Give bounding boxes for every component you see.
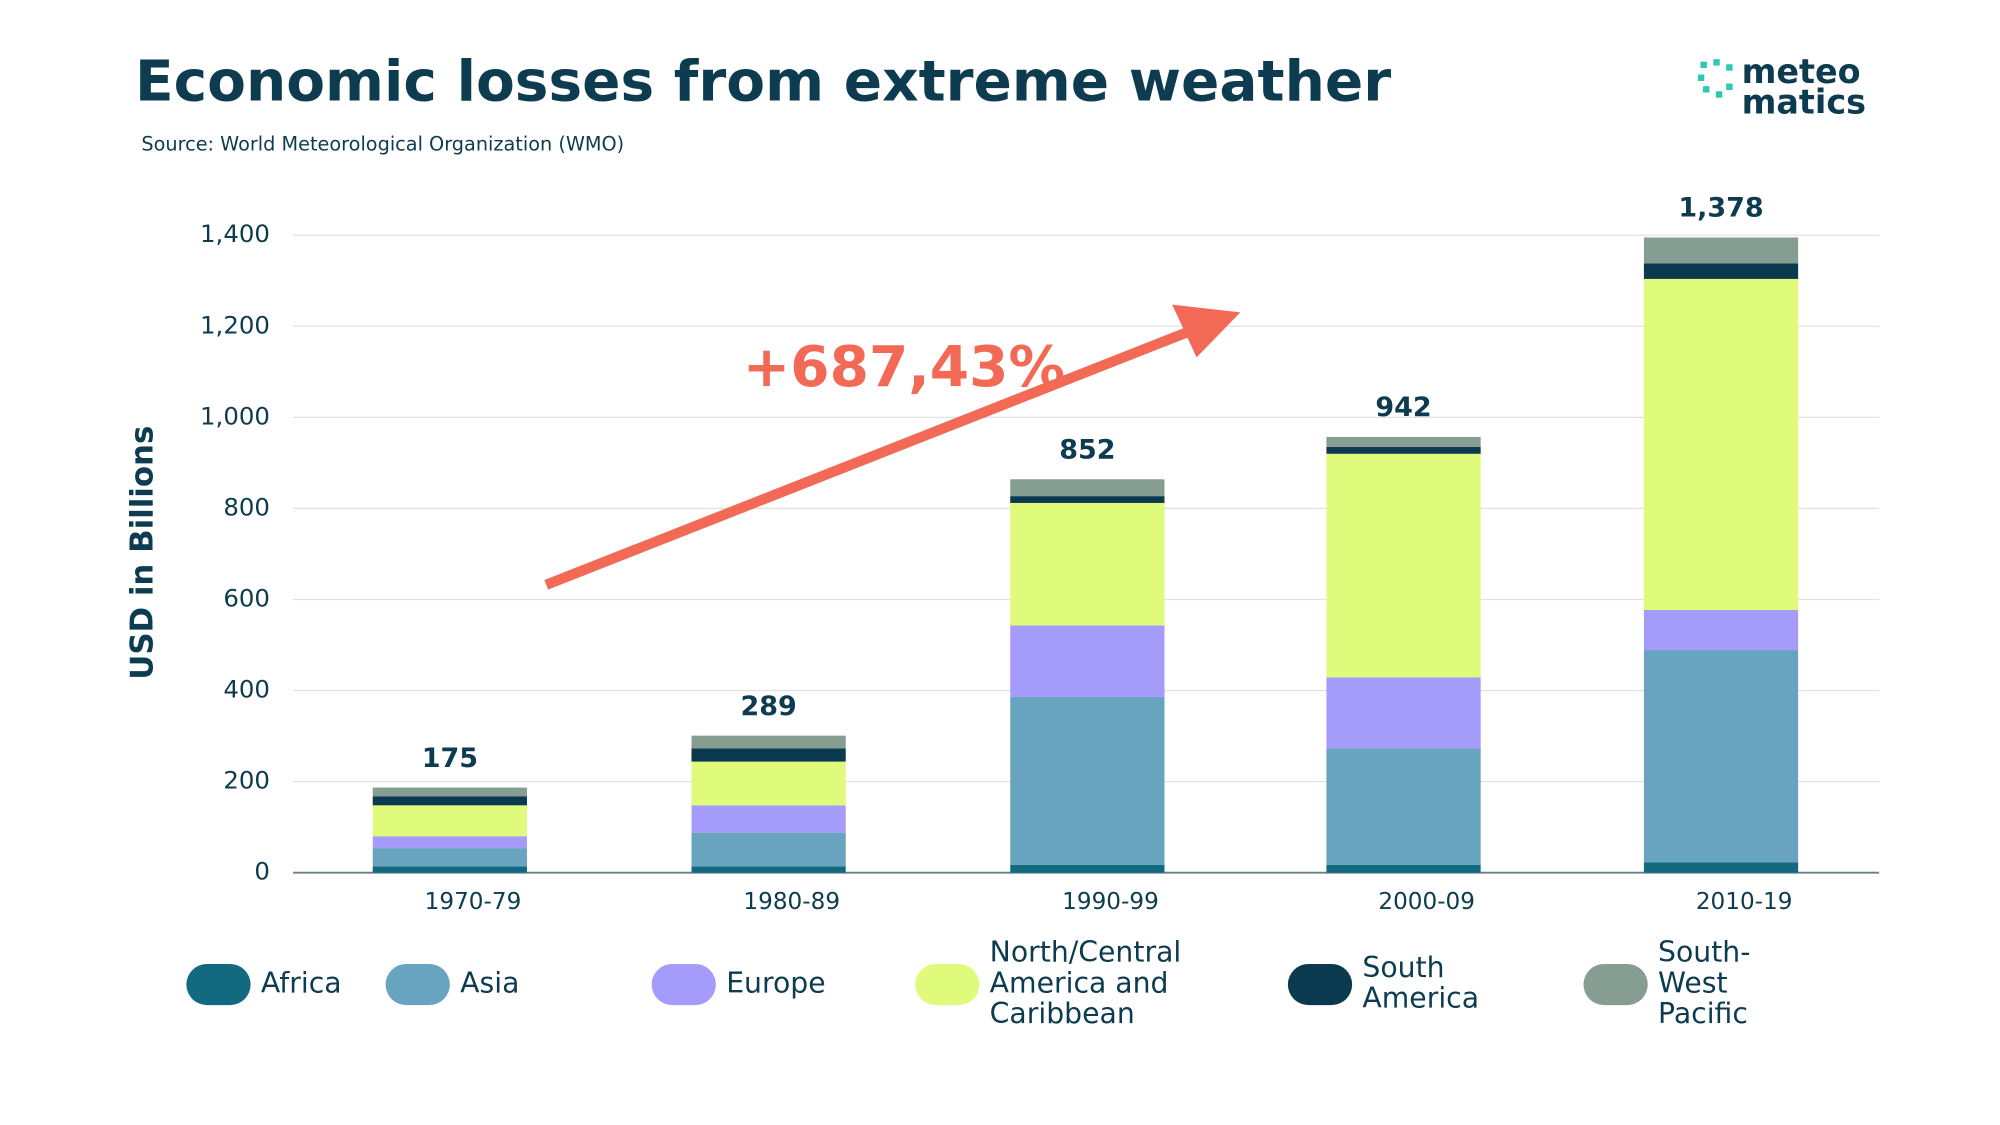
legend-swatch	[1287, 963, 1353, 1006]
bar-segment	[372, 805, 527, 837]
legend-item: South America	[1287, 938, 1517, 1031]
x-tick-label: 1990-99	[1062, 889, 1159, 915]
x-tick-label: 1980-89	[743, 889, 840, 915]
bar-segment	[1010, 864, 1165, 873]
total-label: 942	[1375, 392, 1431, 423]
x-tick-label: 2000-09	[1378, 889, 1475, 915]
bar-segment	[1643, 862, 1799, 873]
bar-segment	[691, 761, 846, 806]
bar-segment	[372, 836, 527, 849]
bar-segment	[1010, 696, 1165, 865]
legend-label: South-West Pacific	[1658, 936, 1751, 1031]
bar-segment	[372, 866, 527, 873]
legend-label: Asia	[460, 967, 520, 1000]
y-tick-label: 1,200	[200, 310, 270, 339]
legend-label: South America	[1362, 952, 1480, 1016]
bar-segment	[1643, 609, 1799, 651]
bar-segment	[691, 748, 846, 762]
legend-item: North/Central America and Caribbean	[915, 938, 1195, 1031]
y-tick-label: 800	[223, 492, 270, 521]
bar-segment	[691, 805, 846, 833]
bar-segment	[691, 866, 846, 873]
bar-segment	[372, 848, 527, 867]
bar-segment	[1010, 496, 1165, 503]
bar-segment	[1326, 436, 1481, 447]
legend-swatch	[651, 963, 716, 1006]
arrow-head	[1172, 304, 1241, 358]
bar-segment	[1010, 502, 1165, 626]
total-label: 1,378	[1678, 193, 1763, 224]
logo-text: meteo	[1742, 52, 1861, 91]
legend-swatch	[1583, 963, 1648, 1006]
logo-icon	[1697, 59, 1733, 98]
legend-swatch	[385, 963, 450, 1006]
chart-subtitle: Source: World Meteorological Organizatio…	[141, 133, 624, 156]
trend-arrow	[544, 324, 1198, 590]
total-label: 175	[422, 743, 478, 774]
bar-segment	[1326, 864, 1481, 873]
plot: 0 200 400 600 800 1,000 1,200 1,400 175 1970-79 28…	[200, 193, 1880, 915]
legend-label: Europe	[726, 967, 826, 1000]
bar-segment	[372, 787, 527, 797]
chart-title: Economic losses from extreme weather	[135, 49, 1391, 114]
bar-segment	[1326, 748, 1481, 865]
bar-segment	[1643, 237, 1799, 264]
bar-segment	[1643, 278, 1799, 610]
legend-item: Asia	[385, 938, 666, 1031]
bar-segment	[1643, 263, 1799, 279]
legend-label: North/Central America and Caribbean	[989, 936, 1182, 1031]
bar-segment	[1010, 625, 1165, 697]
legend-item: Europe	[651, 938, 932, 1031]
x-tick-label: 1970-79	[425, 889, 522, 915]
y-tick-label: 200	[223, 766, 270, 795]
bar-segment	[691, 832, 846, 867]
annotation: +687,43%	[743, 335, 1065, 400]
y-tick-label: 400	[223, 675, 270, 704]
bar-segment	[1643, 650, 1799, 863]
legend-swatch	[186, 963, 251, 1006]
y-tick-label: 600	[223, 584, 270, 613]
y-axis-title: USD in Billions	[124, 426, 160, 680]
bar-segment	[1326, 677, 1481, 749]
x-tick-label: 2010-19	[1696, 889, 1793, 915]
total-label: 852	[1059, 435, 1115, 466]
legend-swatch	[915, 963, 980, 1006]
bar-segment	[1326, 453, 1481, 678]
bar-segment	[372, 796, 527, 806]
y-tick-label: 1,400	[200, 219, 270, 248]
total-label: 289	[740, 691, 796, 722]
legend-item: South-West Pacific	[1583, 938, 1812, 1031]
legend-item: Africa	[186, 938, 466, 1031]
bar-segment	[1326, 446, 1481, 454]
bar-segment	[691, 735, 846, 749]
legend-label: Africa	[260, 967, 342, 1000]
y-tick-label: 1,000	[200, 401, 270, 430]
logo-text: matics	[1742, 83, 1866, 122]
y-tick-label: 0	[254, 857, 270, 886]
bar-segment	[1010, 479, 1165, 497]
